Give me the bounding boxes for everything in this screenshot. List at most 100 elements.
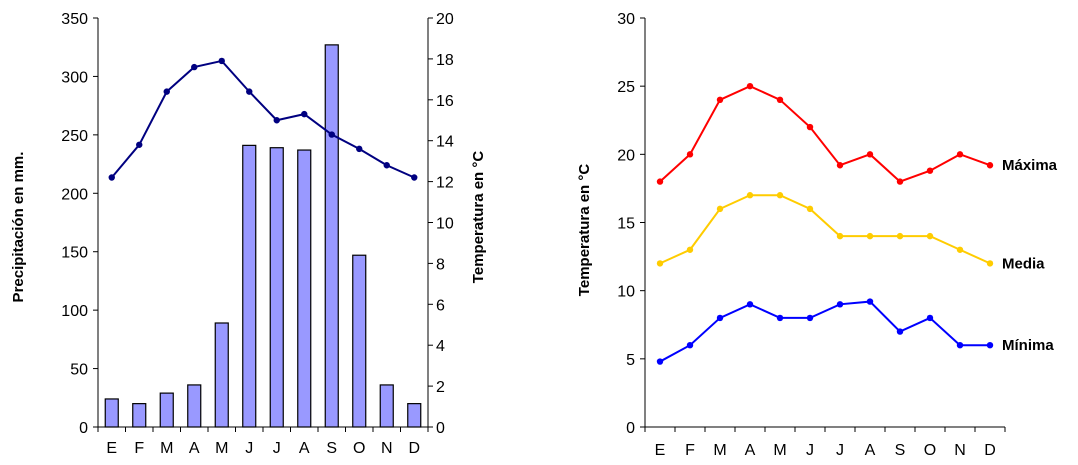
right-y-tick-label: 20 [436,11,454,28]
precipitation-bar [242,144,257,428]
x-tick-label: M [773,442,786,459]
temperature-point [163,88,170,95]
x-tick-label: S [895,442,906,459]
left-axis-title: Precipitación en mm. [10,152,27,303]
y-tick-label: 25 [617,79,635,96]
x-tick-label: E [655,442,666,459]
series-line-minima [659,300,990,363]
right-y-tick-label: 6 [436,297,445,314]
series-point-minima [986,342,994,349]
series-point-minima [926,314,934,322]
right-y-tick-label: 16 [436,93,454,110]
right-y-tick-label: 8 [436,256,445,273]
temperature-point [246,88,253,95]
x-tick-label: D [408,440,420,457]
left-y-tick-label: 200 [61,186,88,203]
right-y-tick-label: 18 [436,52,454,69]
x-tick-label: N [954,442,966,459]
series-point-media [896,232,904,240]
series-point-media [986,260,994,267]
series-point-minima [866,298,874,305]
x-tick-label: J [806,442,814,459]
series-label-minima: Mínima [1002,337,1054,354]
right-y-tick-label: 14 [436,134,454,151]
right-y-tick-label: 2 [436,379,445,396]
precipitation-bar [379,384,394,428]
series-point-media [776,192,784,199]
left-y-tick-label: 250 [61,128,88,145]
temperature-point [328,131,335,138]
x-tick-label: S [326,440,337,457]
series-point-minima [806,314,814,322]
x-tick-label: F [685,442,695,459]
series-point-maxima [866,151,874,158]
series-point-minima [686,342,694,349]
x-tick-label: O [924,442,936,459]
x-tick-label: A [865,442,876,459]
series-point-minima [776,314,784,322]
series-point-maxima [776,96,784,104]
series-point-minima [836,301,844,308]
left-y-tick-label: 0 [79,420,88,437]
series-point-media [656,260,664,267]
left-y-tick-label: 150 [61,245,88,262]
series-point-maxima [986,162,994,169]
x-tick-label: F [134,440,144,457]
series-point-maxima [746,82,754,90]
precipitation-bar [297,149,312,428]
series-point-minima [956,342,964,349]
series-point-media [686,246,694,253]
series-point-maxima [656,178,664,185]
left-y-tick-label: 50 [70,362,88,379]
series-point-media [956,246,964,253]
x-tick-label: O [353,440,365,457]
series-point-media [746,192,754,199]
series-point-media [866,232,874,240]
series-point-maxima [956,151,964,158]
temperature-point [136,141,143,148]
precipitation-bar [104,398,119,428]
y-tick-label: 30 [617,11,635,28]
x-tick-label: A [189,440,200,457]
series-point-media [806,205,814,213]
series-label-maxima: Máxima [1002,157,1058,174]
precipitation-bar [407,403,422,428]
x-tick-label: M [160,440,173,457]
temperature-point [218,57,225,65]
x-tick-label: A [745,442,756,459]
precipitation-bar [352,254,367,428]
series-point-maxima [896,178,904,185]
temperature-point [383,162,390,169]
series-point-media [926,232,934,240]
temperature-point [301,110,308,118]
series-point-media [716,205,724,213]
right-y-tick-label: 10 [436,216,454,233]
x-tick-label: D [984,442,996,459]
series-label-media: Media [1002,255,1045,272]
series-point-minima [896,328,904,335]
y-tick-label: 20 [617,147,635,164]
x-tick-label: J [836,442,844,459]
x-tick-label: J [245,440,253,457]
series-point-maxima [926,167,934,174]
series-point-minima [746,301,754,308]
x-tick-label: M [713,442,726,459]
temperature-point [273,117,280,124]
y-tick-label: 0 [626,420,635,437]
precipitation-bar [214,322,229,428]
climograph-chart: Precipitación en mm. Temperatura en °C 0… [10,11,487,457]
left-y-tick-label: 100 [61,303,88,320]
series-point-maxima [836,162,844,169]
series-point-maxima [806,123,814,131]
series-point-minima [656,358,664,365]
y-tick-label: 10 [617,284,635,301]
precipitation-bar [159,392,174,428]
left-y-tick-label: 350 [61,11,88,28]
left-y-tick-label: 300 [61,69,88,86]
right-y-tick-label: 4 [436,338,445,355]
right-y-tick-label: 12 [436,175,454,192]
y-axis-title: Temperatura en °C [576,164,593,297]
y-tick-label: 15 [617,216,635,233]
